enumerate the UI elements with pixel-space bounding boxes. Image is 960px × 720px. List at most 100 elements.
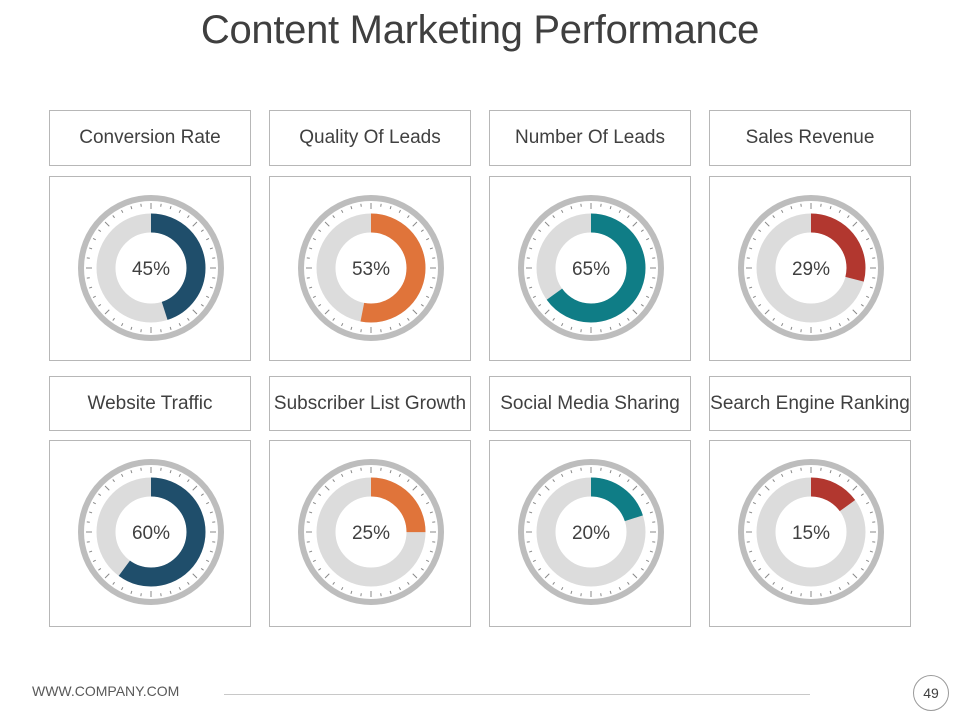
gauge-tick (838, 473, 841, 477)
gauge-tick (324, 309, 330, 315)
gauge-tick (104, 485, 110, 491)
gauge-tick (749, 511, 753, 514)
gauge-tick (89, 550, 93, 553)
website-traffic-value-arc (96, 477, 206, 587)
gauge-tick (561, 209, 564, 213)
gauge-tick (561, 587, 564, 591)
gauge-tick (206, 295, 210, 298)
gauge-tick (350, 206, 353, 210)
gauge-tick (389, 206, 392, 210)
gauge-tick (649, 247, 653, 250)
sales-revenue-value-arc (756, 213, 866, 323)
gauge-tick (627, 479, 630, 483)
gauge-tick (529, 550, 533, 553)
gauge-tick (764, 221, 770, 227)
gauge-tick (640, 229, 644, 232)
gauge-tick (130, 206, 133, 210)
gauge-tick (104, 573, 110, 579)
gauge-tick (389, 590, 392, 594)
gauge-tick (618, 587, 621, 591)
gauge-tick (412, 221, 418, 227)
number-of-leads-title: Number Of Leads (489, 110, 691, 166)
gauge-tick (98, 304, 102, 307)
gauge-tick (552, 581, 555, 585)
conversion-rate-gauge: 45% (78, 195, 224, 341)
gauge-tick (869, 286, 873, 289)
conversion-rate-gauge-panel: 45% (49, 176, 251, 361)
gauge-tick (332, 317, 335, 321)
gauge-tick (570, 326, 573, 330)
gauge-tick (192, 485, 198, 491)
gauge-tick (92, 295, 96, 298)
conversion-rate-title: Conversion Rate (49, 110, 251, 166)
gauge-outer-ring (738, 459, 884, 605)
gauge-tick (570, 470, 573, 474)
gauge-tick (632, 485, 638, 491)
gauge-tick (764, 573, 770, 579)
gauge-tick (869, 511, 873, 514)
gauge-tick (544, 221, 550, 227)
gauge-tick (407, 215, 410, 219)
gauge-tick (561, 473, 564, 477)
gauge-tick (646, 502, 650, 505)
gauge-tick (752, 295, 756, 298)
gauge-tick (609, 470, 612, 474)
gauge-tick (758, 229, 762, 232)
gauge-tick (121, 473, 124, 477)
gauge-tick (772, 317, 775, 321)
gauge-tick (332, 215, 335, 219)
subscriber-list-growth-value-arc (316, 477, 426, 587)
gauge-tick (209, 550, 213, 553)
gauge-tick (838, 209, 841, 213)
gauge-tick (92, 238, 96, 241)
gauge-tick (772, 215, 775, 219)
gauge-tick (426, 559, 430, 562)
gauge-tick (640, 493, 644, 496)
gauge-tick (561, 323, 564, 327)
gauge-tick (121, 209, 124, 213)
gauge-tick (332, 581, 335, 585)
gauge-tick (426, 295, 430, 298)
footer-website: WWW.COMPANY.COM (32, 683, 180, 699)
gauge-tick (318, 304, 322, 307)
website-traffic-gauge-panel: 60% (49, 440, 251, 627)
gauge-tick (847, 479, 850, 483)
gauge-tick (112, 479, 115, 483)
gauge-tick (192, 573, 198, 579)
gauge-tick (852, 485, 858, 491)
gauge-tick (92, 559, 96, 562)
number-of-leads-gauge-panel: 65% (489, 176, 691, 361)
gauge-tick (412, 485, 418, 491)
gauge-tick (200, 568, 204, 571)
gauge-tick (538, 493, 542, 496)
gauge-tick (790, 206, 793, 210)
gauge-tick (206, 238, 210, 241)
gauge-tick (860, 493, 864, 496)
gauge-tick (852, 309, 858, 315)
gauge-tick (838, 587, 841, 591)
gauge-tick (552, 215, 555, 219)
gauge-tick (752, 559, 756, 562)
gauge-tick (772, 581, 775, 585)
gauge-tick (350, 470, 353, 474)
gauge-tick (324, 485, 330, 491)
gauge-tick (627, 317, 630, 321)
gauge-tick (309, 247, 313, 250)
gauge-tick (847, 215, 850, 219)
gauge-tick (178, 473, 181, 477)
gauge-outer-ring (518, 195, 664, 341)
gauge-tick (829, 590, 832, 594)
gauge-tick (866, 238, 870, 241)
gauge-tick (104, 221, 110, 227)
gauge-outer-ring (78, 459, 224, 605)
gauge-tick (640, 568, 644, 571)
gauge-tick (646, 295, 650, 298)
gauge-tick (532, 295, 536, 298)
gauge-tick (398, 209, 401, 213)
gauge-tick (89, 247, 93, 250)
gauge-tick (178, 587, 181, 591)
gauge-tick (860, 304, 864, 307)
gauge-tick (790, 590, 793, 594)
gauge-tick (790, 470, 793, 474)
page-number: 49 (913, 675, 949, 711)
